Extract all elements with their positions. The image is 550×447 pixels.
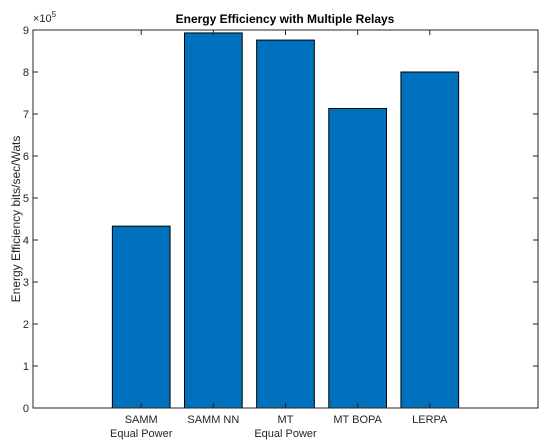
y-tick-label: 0 bbox=[23, 403, 29, 415]
y-axis: 0 1 2 3 4 5 6 7 8 9 bbox=[23, 25, 538, 415]
y-axis-exponent: ×105 bbox=[33, 10, 57, 25]
x-tick-label: MT BOPA bbox=[333, 414, 382, 426]
x-tick-label: MT Equal Power bbox=[254, 414, 317, 440]
chart-title: Energy Efficiency with Multiple Relays bbox=[176, 12, 395, 26]
y-tick-label: 5 bbox=[23, 193, 29, 205]
bar bbox=[328, 108, 388, 409]
y-tick-label: 9 bbox=[23, 25, 29, 37]
y-tick-label: 6 bbox=[23, 151, 29, 163]
y-tick-label: 2 bbox=[23, 319, 29, 331]
y-axis-label: Energy Efficiency bits/sec/Wats bbox=[9, 136, 23, 303]
x-axis: SAMM Equal Power SAMM NN MT Equal Power MT BO… bbox=[110, 30, 448, 440]
y-tick-label: 3 bbox=[23, 277, 29, 289]
bars-layer bbox=[111, 32, 460, 409]
bar bbox=[256, 39, 315, 409]
x-tick-label: SAMM NN bbox=[187, 414, 239, 426]
bar bbox=[184, 32, 243, 409]
bar bbox=[400, 71, 460, 409]
x-tick-label: LERPA bbox=[412, 414, 448, 426]
bar bbox=[111, 225, 171, 409]
x-tick-label: SAMM Equal Power bbox=[110, 414, 173, 440]
y-tick-label: 1 bbox=[23, 361, 29, 373]
y-tick-label: 7 bbox=[23, 109, 29, 121]
y-tick-label: 8 bbox=[23, 67, 29, 79]
y-tick-label: 4 bbox=[23, 235, 29, 247]
